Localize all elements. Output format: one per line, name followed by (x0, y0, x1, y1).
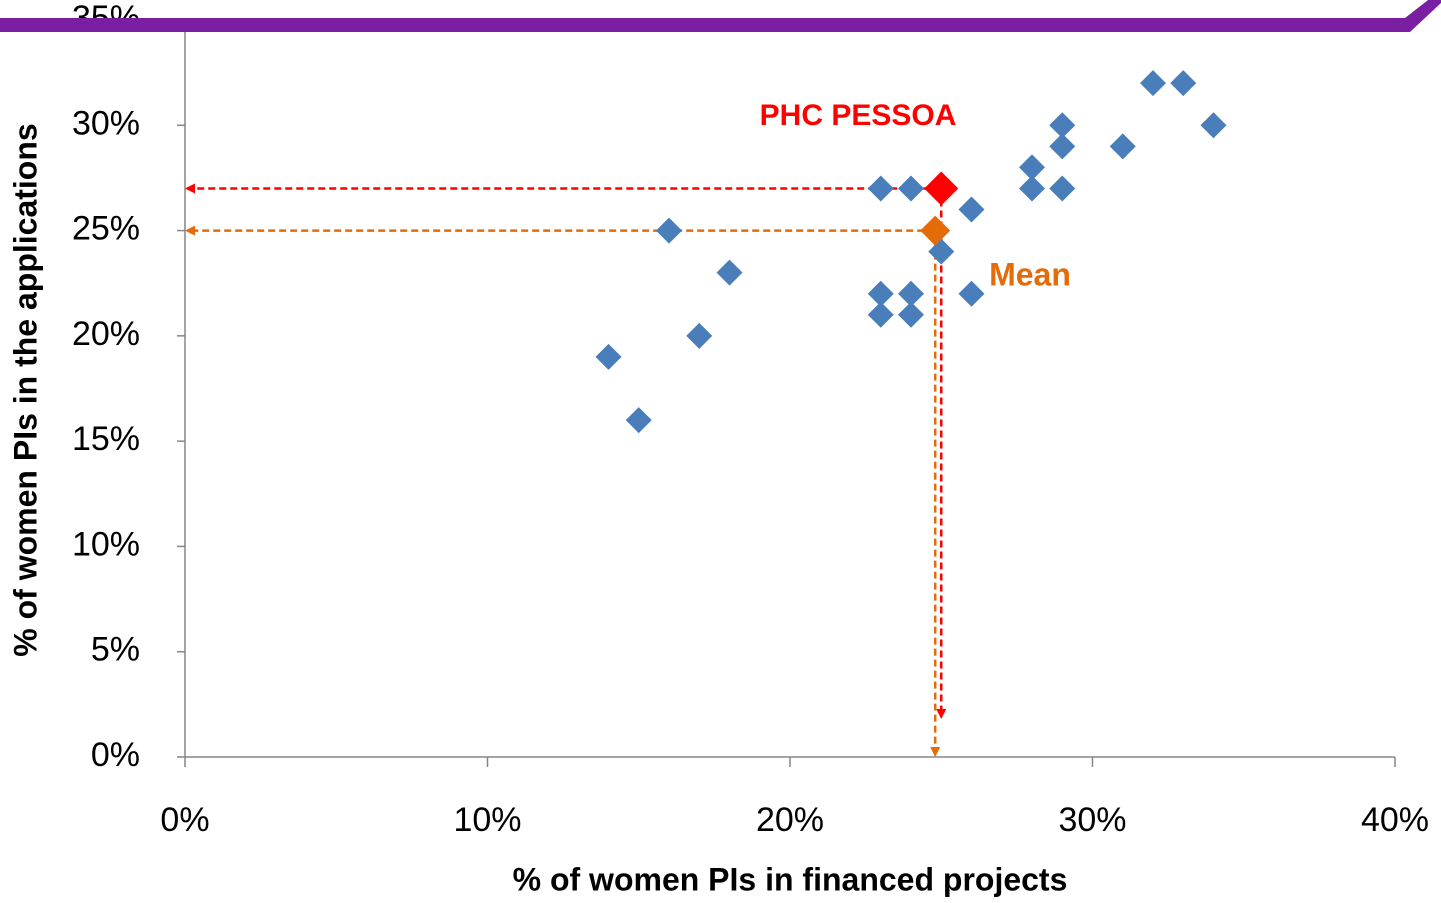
annotation: PHC PESSOA (760, 99, 957, 132)
point (1019, 175, 1045, 202)
header-bar (0, 0, 1441, 32)
point (1170, 70, 1197, 97)
point (924, 171, 959, 206)
y-tick-label: 5% (91, 631, 140, 669)
point (1049, 175, 1076, 202)
y-axis-title: % of women PIs in the applications (7, 123, 43, 656)
point (686, 322, 713, 349)
point (1019, 154, 1045, 181)
y-tick-label: 25% (72, 210, 140, 248)
x-tick-label: 30% (1058, 801, 1126, 839)
point (716, 259, 743, 286)
point (595, 343, 622, 370)
point (867, 280, 894, 307)
point (1109, 133, 1136, 160)
x-axis-title: % of women PIs in financed projects (513, 861, 1068, 897)
point (928, 238, 955, 265)
y-tick-label: 15% (72, 420, 140, 458)
point (625, 407, 652, 434)
x-tick-label: 10% (453, 801, 521, 839)
point (1049, 133, 1076, 160)
annotation: Mean (989, 256, 1071, 292)
point (1200, 112, 1227, 139)
point (656, 217, 682, 244)
point (1049, 112, 1076, 139)
point (958, 280, 985, 307)
point (958, 196, 985, 223)
y-tick-label: 20% (72, 315, 140, 353)
point (1140, 70, 1166, 97)
point (867, 175, 894, 202)
y-tick-label: 10% (72, 525, 140, 563)
point (920, 215, 951, 246)
point (867, 301, 894, 328)
x-tick-label: 40% (1361, 801, 1429, 839)
y-tick-label: 0% (91, 736, 140, 774)
point (898, 280, 924, 307)
y-tick-label: 30% (72, 104, 140, 142)
x-tick-label: 20% (756, 801, 824, 839)
x-tick-label: 0% (160, 801, 209, 839)
point (898, 175, 924, 202)
point (898, 301, 924, 328)
